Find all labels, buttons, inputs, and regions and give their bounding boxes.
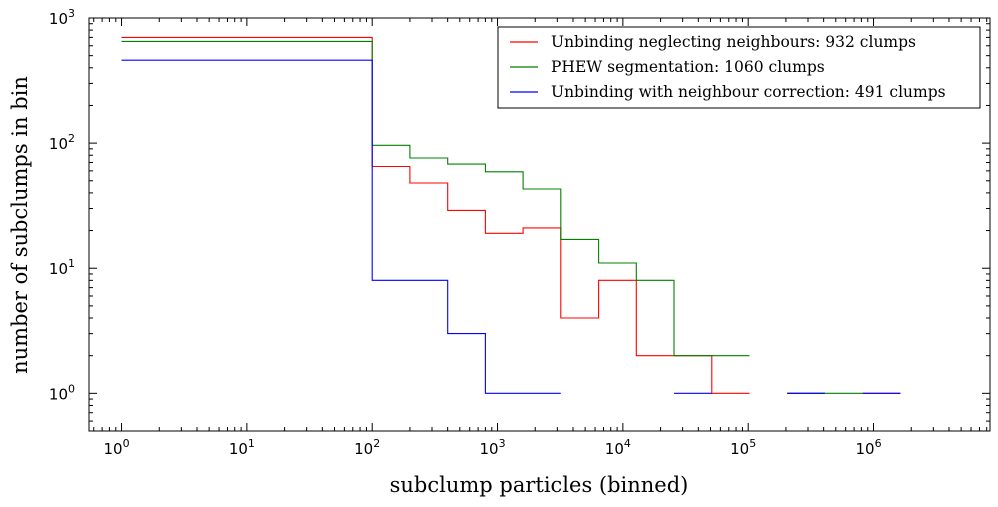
x-tick-label: 105 [730,437,756,458]
legend-entries: Unbinding neglecting neighbours: 932 clu… [510,33,946,101]
legend-entry-label-0: Unbinding neglecting neighbours: 932 clu… [551,33,916,51]
series-2-segment-0 [121,59,561,394]
legend: Unbinding neglecting neighbours: 932 clu… [497,26,981,109]
x-tick-label: 103 [479,437,505,458]
x-tick-label: 100 [103,437,129,458]
x-axis-label: subclump particles (binned) [390,473,689,497]
y-axis-label: number of subclumps in bin [8,76,32,374]
legend-box [497,26,981,109]
x-tick-label: 101 [229,437,255,458]
y-tick-label: 103 [49,7,75,28]
x-tick-label: 106 [855,437,881,458]
y-tick-label: 100 [49,382,75,403]
tick-layer [89,17,990,432]
y-tick-label: 102 [49,132,75,153]
series-layer [121,36,901,394]
legend-entry-label-2: Unbinding with neighbour correction: 491… [551,83,946,101]
legend-entry-label-1: PHEW segmentation: 1060 clumps [551,58,825,76]
series-1-segment-0 [121,40,750,357]
y-tick-label: 101 [49,257,75,278]
series-0-segment-0 [121,36,750,394]
x-tick-label: 102 [354,437,380,458]
x-tick-label: 104 [605,437,631,458]
plot-frame [88,17,991,432]
tick-label-layer: 100 101 102 103 104 105 106 100 101 102 103 [49,7,882,458]
